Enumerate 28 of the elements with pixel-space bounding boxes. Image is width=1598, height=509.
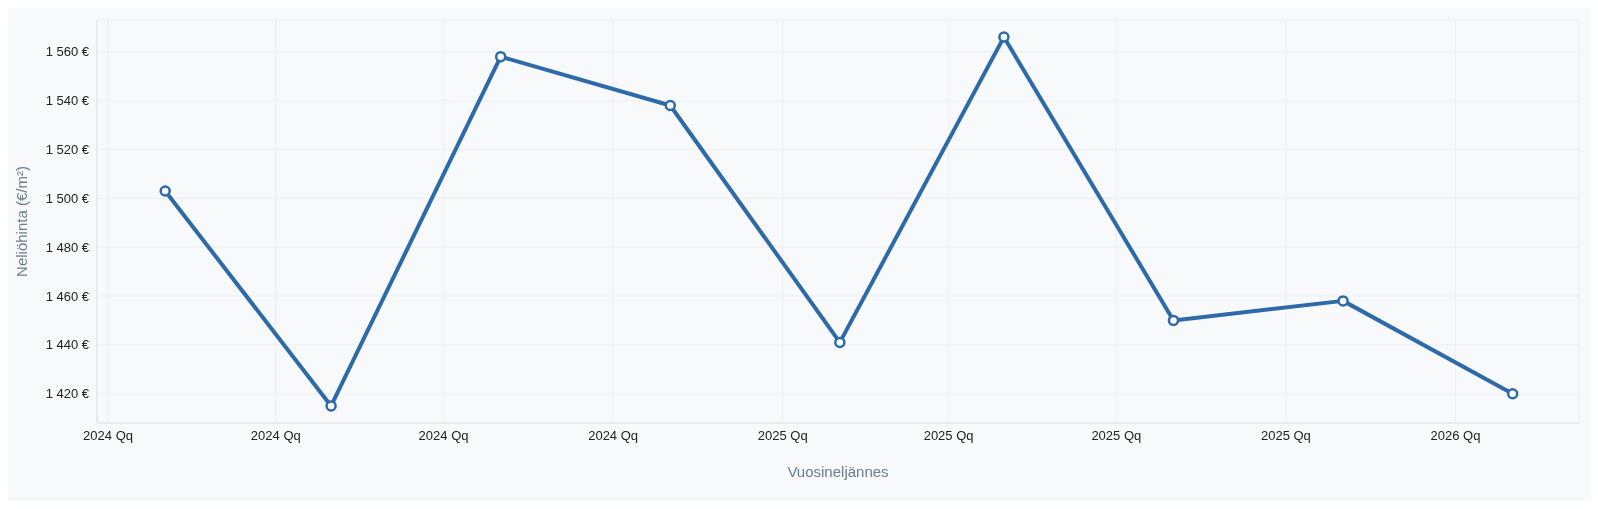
y-tick-label: 1 500 € (45, 190, 90, 206)
x-axis-title: Vuosineljännes (787, 463, 889, 480)
point (1506, 387, 1519, 400)
x-tick-label: 2024 Qq (588, 428, 639, 444)
y-axis-title: Neliöhinta (€/m²) (13, 166, 31, 277)
point (1167, 314, 1180, 327)
x-tick-label: 2025 Qq (1091, 428, 1142, 444)
y-tick-label: 1 520 € (45, 142, 90, 158)
y-tick-label: 1 540 € (45, 93, 90, 109)
point (1337, 295, 1349, 307)
x-tick-label: 2024 Qq (83, 428, 133, 444)
point (834, 336, 846, 349)
point (998, 31, 1010, 43)
point (325, 400, 337, 412)
x-tick-label: 2026 Qq (1430, 428, 1481, 444)
y-tick-label: 1 460 € (45, 288, 90, 304)
y-tick-label: 1 480 € (45, 239, 90, 255)
y-tick-label: 1 560 € (45, 44, 90, 60)
x-tick-label: 2024 Qq (250, 428, 301, 444)
x-tick-label: 2024 Qq (418, 428, 469, 444)
y-tick-label: 1 440 € (45, 337, 90, 353)
point (664, 99, 677, 112)
y-tick-label: 1 420 € (45, 386, 90, 402)
point (494, 50, 507, 63)
x-tick-label: 2025 Qq (1260, 428, 1311, 444)
x-tick-label: 2025 Qq (757, 428, 808, 444)
x-tick-label: 2025 Qq (923, 428, 974, 444)
point (159, 185, 171, 197)
